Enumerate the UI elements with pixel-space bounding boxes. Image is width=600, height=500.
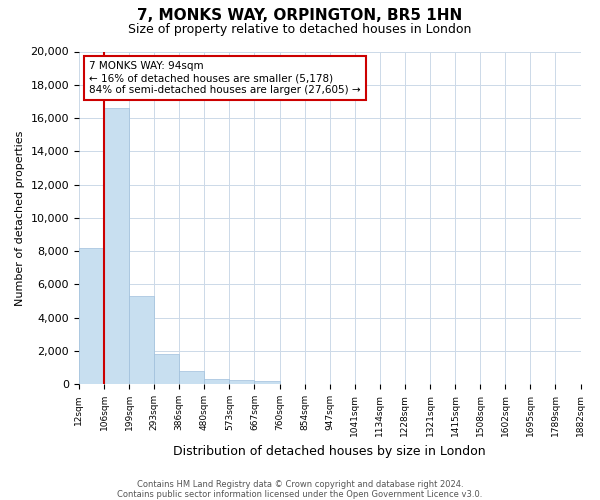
Bar	[229, 380, 254, 384]
Bar	[104, 108, 129, 384]
Bar	[254, 381, 280, 384]
Bar	[179, 372, 205, 384]
Text: 7, MONKS WAY, ORPINGTON, BR5 1HN: 7, MONKS WAY, ORPINGTON, BR5 1HN	[137, 8, 463, 22]
Text: 7 MONKS WAY: 94sqm
← 16% of detached houses are smaller (5,178)
84% of semi-deta: 7 MONKS WAY: 94sqm ← 16% of detached hou…	[89, 62, 361, 94]
Bar	[79, 248, 104, 384]
Text: Contains HM Land Registry data © Crown copyright and database right 2024.
Contai: Contains HM Land Registry data © Crown c…	[118, 480, 482, 499]
Y-axis label: Number of detached properties: Number of detached properties	[15, 130, 25, 306]
Bar	[154, 354, 179, 384]
Bar	[129, 296, 154, 384]
Bar	[205, 379, 229, 384]
X-axis label: Distribution of detached houses by size in London: Distribution of detached houses by size …	[173, 444, 486, 458]
Text: Size of property relative to detached houses in London: Size of property relative to detached ho…	[128, 22, 472, 36]
